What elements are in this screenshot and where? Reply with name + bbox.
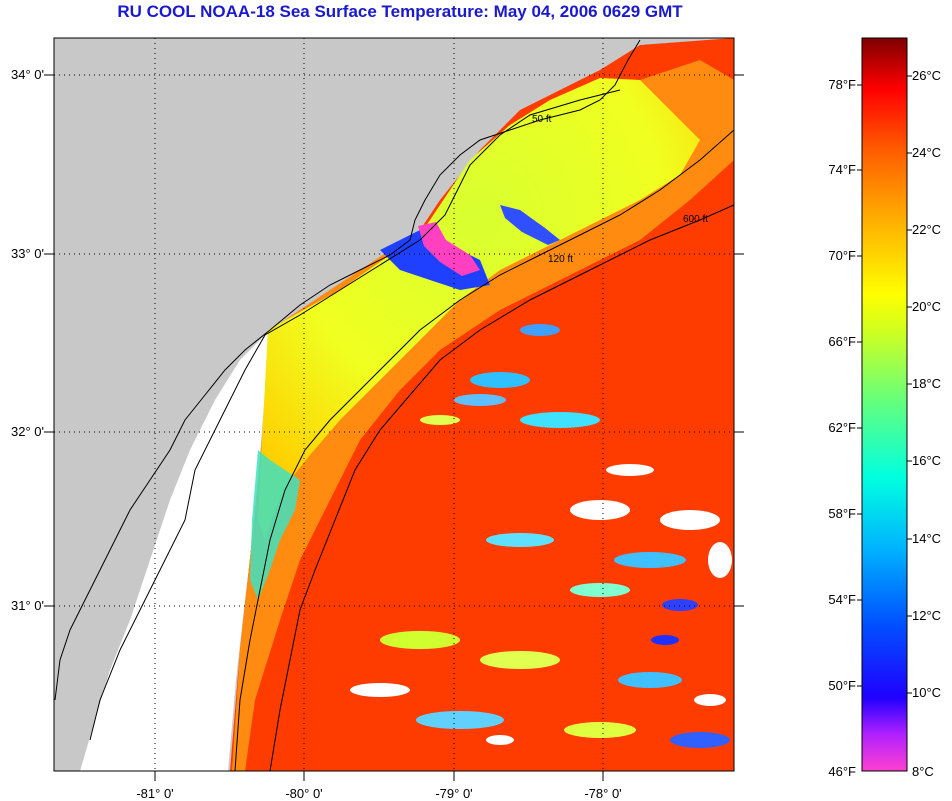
map-plot-area [54,38,734,771]
lon-label-78: -78° 0' [584,786,622,801]
coastline [54,39,641,701]
graticule [54,38,734,771]
isobath-label-50: 50 ft [532,114,552,125]
lat-label-33: 33° 0' [11,246,44,261]
isobath-120ft [234,129,734,771]
cb-c-18: 18°C [912,376,942,391]
cb-c-26: 26°C [912,68,942,83]
cb-c-8: 8°C [912,764,934,779]
map-title: RU COOL NOAA-18 Sea Surface Temperature:… [117,2,683,21]
cb-c-22: 22°C [912,222,942,237]
transition-water [232,60,734,771]
lat-label-34: 34° 0' [11,67,44,82]
cb-f-70: 70°F [828,248,856,263]
cb-f-66: 66°F [828,334,856,349]
cb-f-62: 62°F [828,420,856,435]
lon-label-79: -79° 0' [435,786,473,801]
cb-f-54: 54°F [828,592,856,607]
shelf-water [258,78,700,540]
cb-f-78: 78°F [828,77,856,92]
cb-c-20: 20°C [912,299,942,314]
cb-c-12: 12°C [912,608,942,623]
lat-label-31: 31° 0' [11,598,44,613]
lon-label-80: -80° 0' [285,786,323,801]
no-data-region [80,330,270,771]
cb-c-16: 16°C [912,453,942,468]
blue-streak [500,205,560,245]
lon-label-81: -81° 0' [136,786,174,801]
cb-f-58: 58°F [828,506,856,521]
cb-f-46: 46°F [828,764,856,779]
cb-f-50: 50°F [828,678,856,693]
cloud-patches [350,324,732,748]
isobath-labels: 50 ft 120 ft 600 ft [532,114,708,265]
map-frame [53,37,735,772]
isobath-label-120: 120 ft [548,254,573,265]
magenta-patch [418,222,480,276]
cb-c-10: 10°C [912,685,942,700]
isobath-600ft [269,204,734,771]
colorbar-ticks [857,75,912,694]
axis-ticks [44,74,744,781]
lat-label-32: 32° 0' [11,424,44,439]
cb-c-24: 24°C [912,145,942,160]
cb-c-14: 14°C [912,531,942,546]
isobath-label-600: 600 ft [683,214,708,225]
cb-f-74: 74°F [828,162,856,177]
colorbar [861,37,908,772]
isobath-50ft [89,89,621,741]
